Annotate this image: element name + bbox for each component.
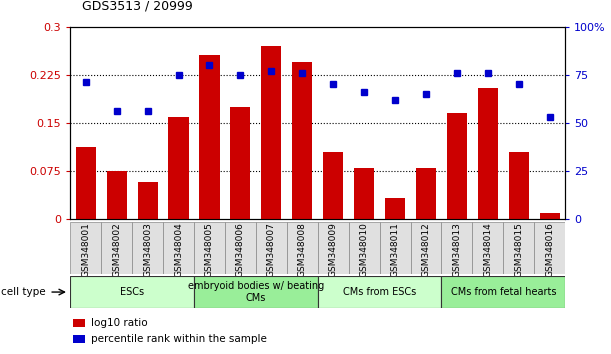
Text: GSM348011: GSM348011 bbox=[390, 222, 400, 277]
Text: GSM348015: GSM348015 bbox=[514, 222, 523, 277]
Bar bbox=[442, 222, 472, 274]
Bar bbox=[349, 222, 379, 274]
Bar bbox=[478, 88, 498, 219]
Bar bbox=[323, 152, 343, 219]
Bar bbox=[354, 168, 374, 219]
Text: GSM348003: GSM348003 bbox=[143, 222, 152, 277]
Bar bbox=[230, 107, 251, 219]
Bar bbox=[132, 222, 163, 274]
Bar bbox=[287, 222, 318, 274]
Text: GSM348007: GSM348007 bbox=[267, 222, 276, 277]
Bar bbox=[256, 222, 287, 274]
Bar bbox=[411, 222, 442, 274]
Text: GSM348013: GSM348013 bbox=[452, 222, 461, 277]
Text: embryoid bodies w/ beating
CMs: embryoid bodies w/ beating CMs bbox=[188, 281, 324, 303]
Bar bbox=[101, 222, 132, 274]
Bar bbox=[509, 152, 529, 219]
Bar bbox=[318, 276, 442, 308]
Bar bbox=[416, 168, 436, 219]
Bar bbox=[73, 319, 85, 327]
Bar bbox=[447, 113, 467, 219]
Bar bbox=[379, 222, 411, 274]
Bar bbox=[194, 276, 318, 308]
Text: GSM348012: GSM348012 bbox=[422, 222, 431, 277]
Text: GSM348002: GSM348002 bbox=[112, 222, 121, 277]
Text: ESCs: ESCs bbox=[120, 287, 144, 297]
Bar bbox=[137, 182, 158, 219]
Text: GSM348008: GSM348008 bbox=[298, 222, 307, 277]
Bar bbox=[385, 198, 405, 219]
Text: GSM348005: GSM348005 bbox=[205, 222, 214, 277]
Bar bbox=[194, 222, 225, 274]
Text: CMs from ESCs: CMs from ESCs bbox=[343, 287, 416, 297]
Text: percentile rank within the sample: percentile rank within the sample bbox=[91, 334, 267, 344]
Text: GSM348006: GSM348006 bbox=[236, 222, 245, 277]
Text: GSM348016: GSM348016 bbox=[545, 222, 554, 277]
Bar bbox=[540, 213, 560, 219]
Text: log10 ratio: log10 ratio bbox=[91, 318, 148, 328]
Text: GSM348001: GSM348001 bbox=[81, 222, 90, 277]
Bar bbox=[169, 116, 189, 219]
Bar bbox=[534, 222, 565, 274]
Text: GSM348009: GSM348009 bbox=[329, 222, 338, 277]
Text: GDS3513 / 20999: GDS3513 / 20999 bbox=[82, 0, 193, 12]
Bar bbox=[73, 335, 85, 343]
Bar bbox=[163, 222, 194, 274]
Bar bbox=[70, 222, 101, 274]
Bar bbox=[76, 147, 96, 219]
Bar bbox=[262, 46, 282, 219]
Bar bbox=[442, 276, 565, 308]
Bar bbox=[106, 171, 126, 219]
Bar bbox=[318, 222, 349, 274]
Bar bbox=[292, 62, 312, 219]
Bar bbox=[70, 276, 194, 308]
Text: GSM348004: GSM348004 bbox=[174, 222, 183, 277]
Bar bbox=[472, 222, 503, 274]
Text: CMs from fetal hearts: CMs from fetal hearts bbox=[450, 287, 556, 297]
Bar bbox=[503, 222, 534, 274]
Text: cell type: cell type bbox=[1, 287, 46, 297]
Bar bbox=[225, 222, 256, 274]
Text: GSM348010: GSM348010 bbox=[360, 222, 368, 277]
Text: GSM348014: GSM348014 bbox=[483, 222, 492, 277]
Bar bbox=[199, 56, 219, 219]
